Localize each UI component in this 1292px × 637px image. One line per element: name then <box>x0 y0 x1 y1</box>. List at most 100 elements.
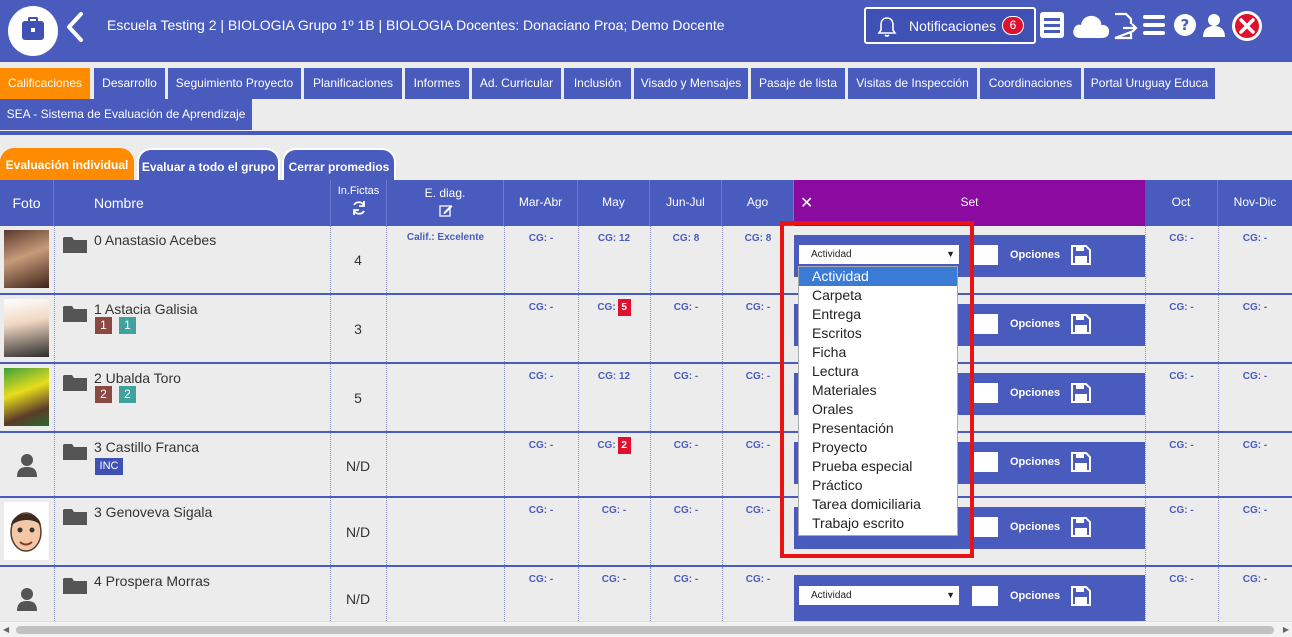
activity-select[interactable]: Actividad ▼ <box>799 586 959 605</box>
save-icon[interactable] <box>1071 586 1091 611</box>
dropdown-option[interactable]: Ficha <box>812 344 847 360</box>
cg-nov-dic[interactable]: CG: - <box>1242 302 1268 313</box>
opciones-button[interactable]: Opciones <box>1010 318 1061 330</box>
dropdown-option[interactable]: Tarea domiciliaria <box>812 496 921 512</box>
scroll-right-icon[interactable]: ▶ <box>1282 625 1289 634</box>
folder-icon[interactable] <box>63 374 87 397</box>
activity-select[interactable]: Actividad ▼ <box>799 245 959 264</box>
cg-oct[interactable]: CG: - <box>1169 505 1194 516</box>
back-arrow-icon[interactable] <box>64 10 88 42</box>
cg-nov-dic[interactable]: CG: - <box>1242 574 1268 585</box>
tab-visado-mensajes[interactable]: Visado y Mensajes <box>634 68 748 99</box>
edit-icon[interactable] <box>439 204 453 220</box>
subtab-evaluar-grupo[interactable]: Evaluar a todo el grupo <box>137 148 280 180</box>
dropdown-option[interactable]: Actividad <box>799 267 957 286</box>
dropdown-option[interactable]: Proyecto <box>812 439 868 455</box>
grade-input[interactable] <box>972 383 998 403</box>
cg-may[interactable]: CG: 2 <box>578 437 650 454</box>
cg-mar-abr[interactable]: CG: - <box>528 233 554 244</box>
cloud-icon[interactable] <box>1071 12 1111 45</box>
tab-informes[interactable]: Informes <box>405 68 469 99</box>
opciones-button[interactable]: Opciones <box>1010 456 1061 468</box>
student-name[interactable]: 3 Genoveva Sigala <box>94 504 213 520</box>
tab-pasaje-de-lista[interactable]: Pasaje de lista <box>751 68 845 99</box>
folder-icon[interactable] <box>63 236 87 259</box>
menu-icon[interactable] <box>1142 13 1166 42</box>
cg-mar-abr[interactable]: CG: - <box>528 371 554 382</box>
tab-ad-curricular[interactable]: Ad. Curricular <box>472 68 561 99</box>
col-infictas[interactable]: In.Fictas <box>331 180 387 226</box>
folder-icon[interactable] <box>63 577 87 600</box>
cg-jun-jul[interactable]: CG: - <box>673 440 699 451</box>
cg-nov-dic[interactable]: CG: - <box>1242 505 1268 516</box>
horizontal-scrollbar[interactable]: ◀ ▶ <box>0 621 1292 637</box>
grade-input[interactable] <box>972 314 998 334</box>
cg-jun-jul[interactable]: CG: - <box>673 574 699 585</box>
grade-input[interactable] <box>972 245 998 265</box>
scrollbar-thumb[interactable] <box>16 626 1274 634</box>
cg-oct[interactable]: CG: - <box>1169 302 1194 313</box>
cg-oct[interactable]: CG: - <box>1169 574 1194 585</box>
dropdown-option[interactable]: Escritos <box>812 325 862 341</box>
refresh-icon[interactable] <box>351 200 367 219</box>
cg-may[interactable]: CG: - <box>601 505 627 516</box>
dropdown-option[interactable]: Práctico <box>812 477 863 493</box>
save-icon[interactable] <box>1071 383 1091 408</box>
grade-input[interactable] <box>972 517 998 537</box>
scroll-left-icon[interactable]: ◀ <box>3 625 10 634</box>
dropdown-option[interactable]: Orales <box>812 401 854 417</box>
export-icon[interactable] <box>1112 12 1138 45</box>
cg-jun-jul[interactable]: CG: - <box>673 505 699 516</box>
cg-ago[interactable]: CG: 8 <box>744 233 772 244</box>
tab-planificaciones[interactable]: Planificaciones <box>304 68 402 99</box>
cg-ago[interactable]: CG: - <box>745 302 771 313</box>
student-name[interactable]: 4 Prospera Morras <box>94 573 210 589</box>
dropdown-option[interactable]: Carpeta <box>812 287 862 303</box>
cg-jun-jul[interactable]: CG: 8 <box>672 233 700 244</box>
cg-may[interactable]: CG: 12 <box>597 233 631 244</box>
user-icon[interactable] <box>1202 13 1226 42</box>
tab-portal-uruguay-educa[interactable]: Portal Uruguay Educa <box>1084 68 1215 99</box>
subtab-cerrar-promedios[interactable]: Cerrar promedios <box>282 148 396 180</box>
opciones-button[interactable]: Opciones <box>1010 521 1061 533</box>
cg-may[interactable]: CG: 5 <box>578 299 650 316</box>
list-icon[interactable] <box>1039 10 1065 45</box>
dropdown-option[interactable]: Trabajo escrito <box>812 515 905 531</box>
opciones-button[interactable]: Opciones <box>1010 590 1061 602</box>
dropdown-option[interactable]: Materiales <box>812 382 877 398</box>
dropdown-option[interactable]: Presentación <box>812 420 894 436</box>
cg-mar-abr[interactable]: CG: - <box>528 302 554 313</box>
tab-visitas-inspeccion[interactable]: Visitas de Inspección <box>848 68 977 99</box>
tab-calificaciones[interactable]: Calificaciones <box>0 68 90 99</box>
subtab-evaluacion-individual[interactable]: Evaluación individual <box>0 148 134 180</box>
save-icon[interactable] <box>1071 314 1091 339</box>
tab-inclusion[interactable]: Inclusión <box>564 68 631 99</box>
tab-desarrollo[interactable]: Desarrollo <box>94 68 165 99</box>
cg-mar-abr[interactable]: CG: - <box>528 574 554 585</box>
tab-sea[interactable]: SEA - Sistema de Evaluación de Aprendiza… <box>0 99 252 130</box>
dropdown-option[interactable]: Lectura <box>812 363 859 379</box>
student-name[interactable]: 1 Astacia Galisia <box>94 301 198 317</box>
opciones-button[interactable]: Opciones <box>1010 249 1061 261</box>
folder-icon[interactable] <box>63 508 87 531</box>
student-name[interactable]: 3 Castillo Franca <box>94 439 200 455</box>
notifications-button[interactable]: Notificaciones 6 <box>864 7 1036 44</box>
opciones-button[interactable]: Opciones <box>1010 387 1061 399</box>
cg-jun-jul[interactable]: CG: - <box>673 371 699 382</box>
briefcase-icon[interactable] <box>8 6 58 56</box>
cg-nov-dic[interactable]: CG: - <box>1242 233 1268 244</box>
diagnostic-grade[interactable]: Calif.: Excelente <box>406 232 485 243</box>
cg-oct[interactable]: CG: - <box>1169 440 1194 451</box>
tab-seguimiento-proyecto[interactable]: Seguimiento Proyecto <box>168 68 301 99</box>
cg-nov-dic[interactable]: CG: - <box>1242 371 1268 382</box>
cg-mar-abr[interactable]: CG: - <box>528 440 554 451</box>
cg-ago[interactable]: CG: - <box>745 440 771 451</box>
grade-input[interactable] <box>972 452 998 472</box>
close-icon[interactable] <box>1231 10 1263 47</box>
cg-may[interactable]: CG: 12 <box>597 371 631 382</box>
grade-input[interactable] <box>972 586 998 606</box>
student-name[interactable]: 0 Anastasio Acebes <box>94 232 217 248</box>
cg-oct[interactable]: CG: - <box>1169 233 1194 244</box>
close-column-icon[interactable]: ✕ <box>800 195 814 212</box>
save-icon[interactable] <box>1071 517 1091 542</box>
